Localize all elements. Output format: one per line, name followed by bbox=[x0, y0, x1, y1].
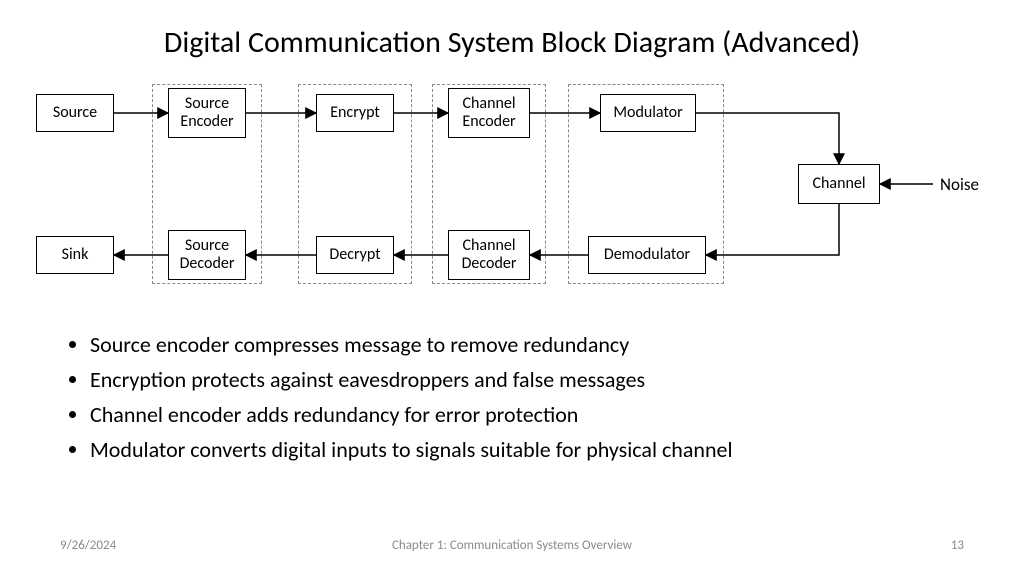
block-diagram: Source SourceEncoder Encrypt ChannelEnco… bbox=[28, 84, 998, 304]
slide-footer: 9/26/2024 Chapter 1: Communication Syste… bbox=[0, 538, 1024, 558]
bullet-list: Source encoder compresses message to rem… bbox=[70, 328, 733, 468]
footer-chapter: Chapter 1: Communication Systems Overvie… bbox=[0, 538, 1024, 553]
bullet-item: Channel encoder adds redundancy for erro… bbox=[90, 398, 733, 431]
bullet-item: Modulator converts digital inputs to sig… bbox=[90, 433, 733, 466]
slide: Digital Communication System Block Diagr… bbox=[0, 0, 1024, 576]
footer-page: 13 bbox=[951, 538, 964, 553]
bullet-item: Encryption protects against eavesdropper… bbox=[90, 363, 733, 396]
slide-title: Digital Communication System Block Diagr… bbox=[0, 24, 1024, 61]
arrows-layer bbox=[28, 84, 998, 304]
bullet-item: Source encoder compresses message to rem… bbox=[90, 328, 733, 361]
